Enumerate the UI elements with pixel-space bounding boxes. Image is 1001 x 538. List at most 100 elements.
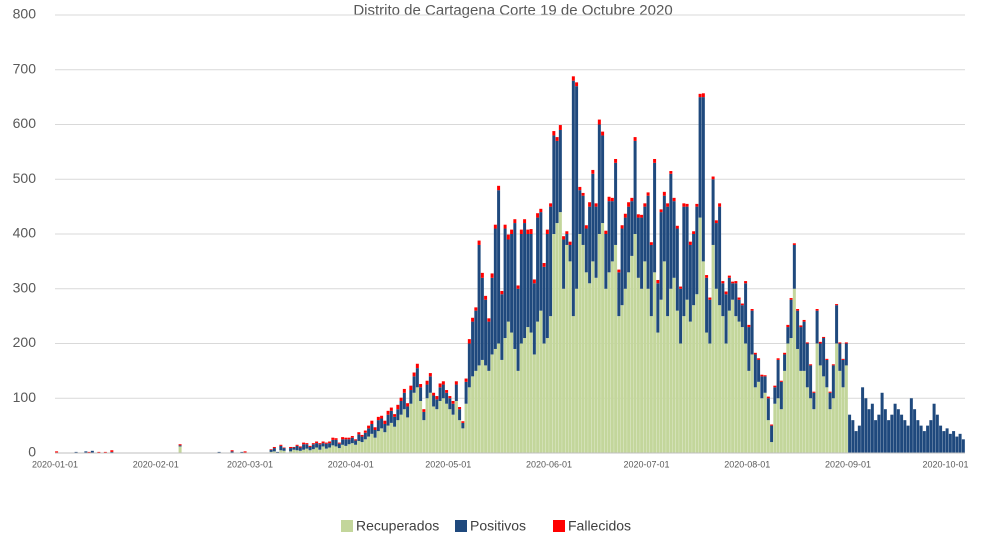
bar-segment [750,354,754,453]
bar-segment [409,385,413,391]
bar-segment [562,239,566,289]
bar-segment [848,414,852,453]
bar-segment [705,275,709,278]
bar-segment [461,428,465,453]
bar-segment [727,277,731,311]
bar-segment [692,231,696,234]
bar-segment [588,202,592,207]
bar-segment [360,436,364,443]
bar-segment [90,450,94,453]
x-tick-label: 2020-09-01 [825,459,871,469]
bar-segment [773,387,777,404]
bar-segment [373,430,377,438]
bar-segment [805,343,809,388]
bar-segment [922,431,926,453]
bar-segment [682,206,686,317]
bar-segment [545,234,549,339]
bar-segment [393,416,397,427]
bar-segment [584,272,588,453]
bar-segment [549,203,553,207]
bar-segment [269,449,273,452]
bar-segment [685,299,689,453]
bar-segment [633,137,637,141]
bar-segment [822,338,826,377]
bar-segment [766,420,770,453]
bar-segment [493,348,497,453]
bar-segment [584,225,588,229]
bar-segment [675,310,679,453]
bar-segment [630,197,634,202]
bar-segment [529,332,533,453]
bar-segment [861,387,865,453]
bar-segment [617,316,621,453]
bar-segment [386,425,390,453]
bar-segment [295,450,299,453]
bar-segment [779,409,783,453]
bar-segment [562,236,566,240]
bar-segment [298,447,302,451]
bar-segment [760,376,764,399]
bar-segment [679,286,683,289]
bar-segment [308,446,312,451]
bar-segment [393,426,397,453]
bar-segment [792,244,796,289]
y-tick-label: 800 [13,6,37,22]
y-tick-label: 300 [13,279,37,295]
bar-segment [565,231,569,234]
bar-segment [523,219,527,224]
bar-segment [601,131,605,136]
bar-segment [341,439,345,445]
bar-segment [766,396,770,399]
bar-segment [480,359,484,453]
bar-segment [487,370,491,453]
bar-segment [792,243,796,245]
bar-segment [799,327,803,371]
bar-segment [500,359,504,453]
bar-segment [740,305,744,328]
bar-segment [851,420,855,453]
bar-segment [376,416,380,421]
bar-segment [591,169,595,174]
bar-segment [523,223,527,339]
bar-segment [393,414,397,417]
bar-segment [419,384,423,388]
bar-segment [614,158,618,163]
bar-segment [272,448,276,452]
bar-segment [701,93,705,98]
bar-segment [952,431,956,453]
bar-segment [799,370,803,453]
bar-segment [487,318,491,322]
bar-segment [412,372,416,377]
bar-segment [675,225,679,229]
bar-segment [458,407,462,410]
x-tick-label: 2020-06-01 [526,459,572,469]
bar-segment [493,224,497,229]
bar-segment [718,203,722,207]
bar-segment [474,310,478,371]
bar-segment [406,403,410,407]
bar-segment [435,409,439,453]
bar-segment [692,234,696,306]
bar-segment [812,409,816,453]
bar-segment [328,441,332,444]
bar-segment [640,214,644,218]
bar-segment [805,387,809,453]
bar-segment [302,449,306,453]
bar-segment [617,269,621,273]
bar-segment [441,384,445,399]
bar-segment [604,230,608,234]
bar-segment [935,414,939,453]
bar-segment [659,212,663,300]
bar-segment [292,446,296,448]
bar-segment [913,409,917,453]
bar-segment [341,444,345,453]
bar-segment [731,283,735,300]
bar-segment [380,415,384,419]
bar-segment [568,261,572,453]
bar-segment [324,442,328,444]
bar-segment [679,288,683,344]
bar-segment [311,449,315,453]
bar-segment [432,395,436,407]
bar-segment [568,241,572,245]
bar-segment [341,437,345,440]
